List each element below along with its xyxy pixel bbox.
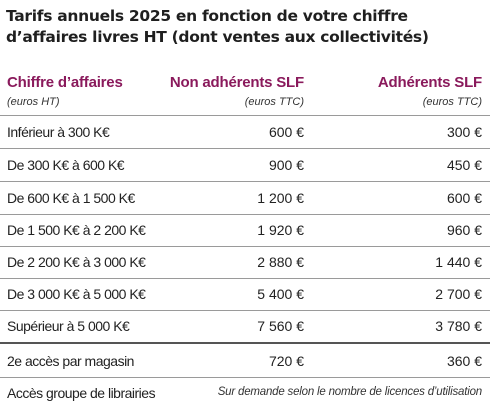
row-divider	[0, 214, 490, 215]
table-row: De 300 K€ à 600 K€ 900 € 450 €	[0, 149, 490, 181]
row-price-adherents: 360 €	[446, 353, 482, 369]
row-price-adherents: 600 €	[446, 190, 482, 206]
row-price-adherents: 300 €	[446, 124, 482, 140]
table-row: De 600 K€ à 1 500 K€ 1 200 € 600 €	[0, 182, 490, 214]
column-header-non-adherents: Non adhérents SLF	[169, 74, 304, 91]
row-label: De 3 000 K€ à 5 000 K€	[7, 286, 146, 302]
header-divider	[0, 115, 490, 116]
row-label: Supérieur à 5 000 K€	[7, 318, 130, 334]
row-price-non-adherents: 1 200 €	[257, 190, 304, 206]
group-access-row: Accès groupe de librairies Sur demande s…	[0, 377, 490, 409]
column-header-chiffre-affaires: Chiffre d’affaires	[7, 74, 123, 91]
table-title: Tarifs annuels 2025 en fonction de votre…	[6, 7, 429, 46]
table-row: Inférieur à 300 K€ 600 € 300 €	[0, 116, 490, 148]
table-row: Supérieur à 5 000 K€ 7 560 € 3 780 €	[0, 310, 490, 342]
row-divider	[0, 148, 490, 149]
row-price-non-adherents: 2 880 €	[257, 254, 304, 270]
row-divider	[0, 377, 490, 378]
row-price-non-adherents: 5 400 €	[257, 286, 304, 302]
row-price-non-adherents: 900 €	[268, 157, 304, 173]
table-row: De 1 500 K€ à 2 200 K€ 1 920 € 960 €	[0, 214, 490, 246]
row-price-adherents: 2 700 €	[435, 286, 482, 302]
table-row: De 2 200 K€ à 3 000 K€ 2 880 € 1 440 €	[0, 246, 490, 278]
group-access-label: Accès groupe de librairies	[7, 385, 156, 401]
row-price-adherents: 450 €	[446, 157, 482, 173]
section-divider	[0, 342, 490, 344]
row-price-non-adherents: 720 €	[268, 353, 304, 369]
row-price-adherents: 1 440 €	[435, 254, 482, 270]
table-row: 2e accès par magasin 720 € 360 €	[0, 345, 490, 377]
row-price-non-adherents: 600 €	[268, 124, 304, 140]
row-divider	[0, 181, 490, 182]
column-subheader-non-adherents-ttc: (euros TTC)	[244, 96, 304, 108]
row-label: De 300 K€ à 600 K€	[7, 157, 125, 173]
row-divider	[0, 246, 490, 247]
column-header-adherents: Adhérents SLF	[377, 74, 482, 91]
table-row: De 3 000 K€ à 5 000 K€ 5 400 € 2 700 €	[0, 278, 490, 310]
column-subheader-adherents-ttc: (euros TTC)	[422, 96, 482, 108]
row-label: Inférieur à 300 K€	[7, 124, 110, 140]
row-price-adherents: 3 780 €	[435, 318, 482, 334]
group-access-note: Sur demande selon le nombre de licences …	[217, 386, 482, 398]
row-label: De 1 500 K€ à 2 200 K€	[7, 222, 146, 238]
row-price-adherents: 960 €	[446, 222, 482, 238]
row-price-non-adherents: 7 560 €	[257, 318, 304, 334]
column-subheader-euros-ht: (euros HT)	[7, 96, 60, 108]
row-label: De 2 200 K€ à 3 000 K€	[7, 254, 146, 270]
row-label: De 600 K€ à 1 500 K€	[7, 190, 135, 206]
row-divider	[0, 278, 490, 279]
row-label: 2e accès par magasin	[7, 353, 134, 369]
row-divider	[0, 310, 490, 311]
row-price-non-adherents: 1 920 €	[257, 222, 304, 238]
